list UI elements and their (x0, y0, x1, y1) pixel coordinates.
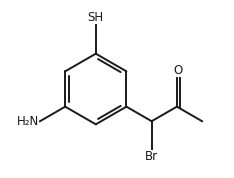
Text: H₂N: H₂N (17, 115, 39, 128)
Text: Br: Br (145, 150, 158, 163)
Text: SH: SH (88, 11, 104, 24)
Text: O: O (174, 64, 183, 77)
